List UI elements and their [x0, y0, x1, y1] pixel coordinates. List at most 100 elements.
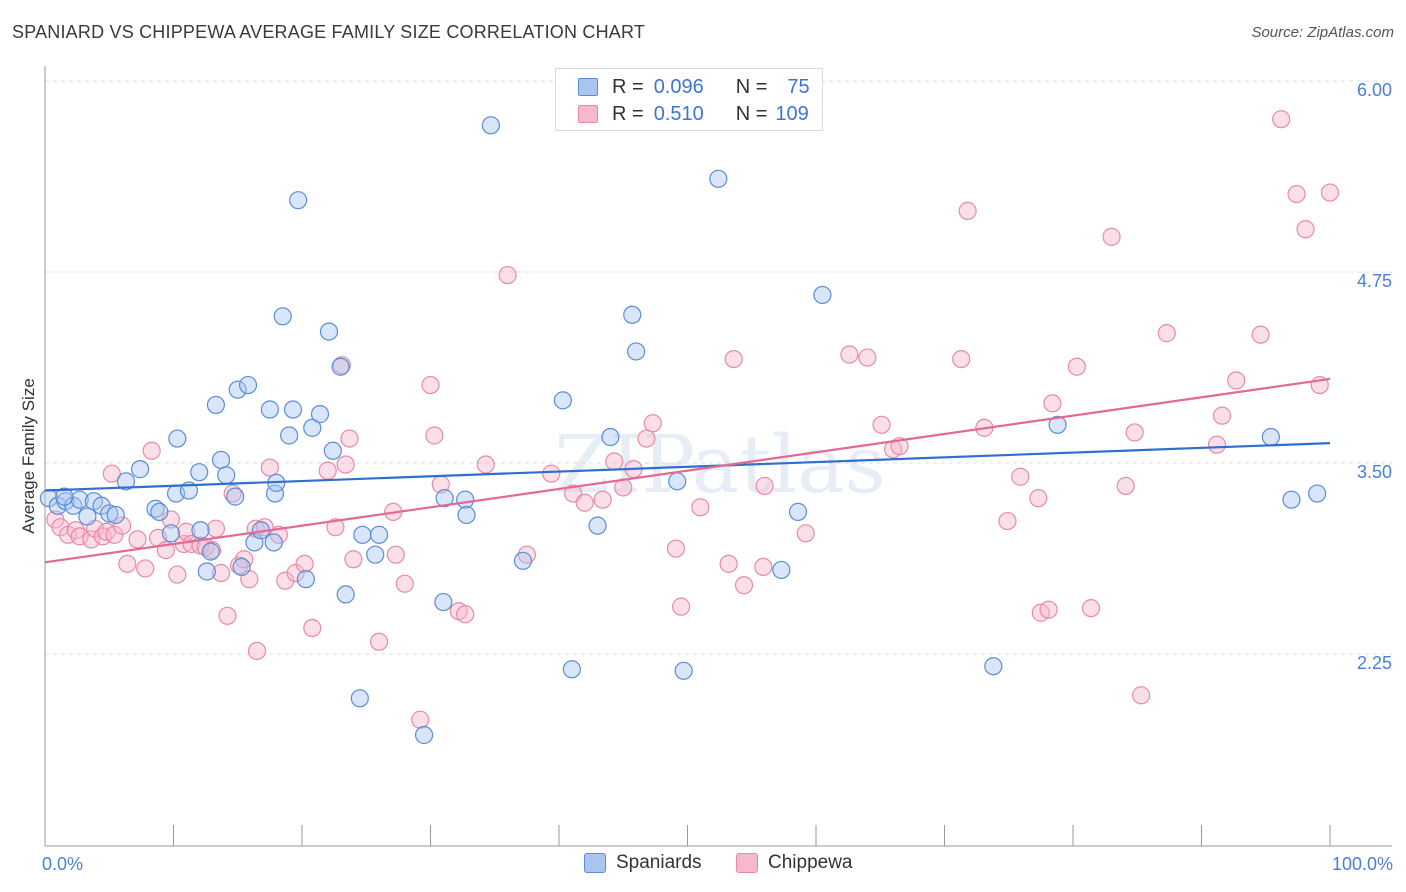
- spaniards-point: [168, 429, 187, 448]
- chippewa-point: [336, 455, 355, 474]
- chippewa-point: [386, 545, 405, 564]
- spaniards-point: [1261, 427, 1280, 447]
- spaniards-point: [562, 660, 581, 679]
- spaniards-point: [626, 342, 646, 361]
- spaniards-point: [350, 689, 369, 708]
- spaniards-point: [414, 725, 434, 745]
- chippewa-point: [1011, 467, 1030, 486]
- grid-lines: [45, 80, 1392, 655]
- spaniards-point: [273, 307, 292, 326]
- chippewa-point: [858, 348, 877, 367]
- chippewa-point: [1081, 599, 1101, 618]
- spaniards-trend-line: [44, 442, 1331, 492]
- spaniards-point: [513, 551, 533, 570]
- chippewa-point: [206, 519, 226, 538]
- chippewa-point: [724, 349, 743, 369]
- chippewa-point: [1251, 325, 1270, 344]
- spaniards-point: [668, 472, 687, 491]
- chippewa-point: [1043, 394, 1062, 413]
- chippewa-point: [344, 550, 363, 569]
- chippewa-point: [128, 530, 147, 549]
- series-legend: Spaniards Chippewa: [0, 852, 1406, 878]
- y-tick-label: 6.00: [1357, 80, 1392, 100]
- chippewa-point: [1116, 476, 1135, 496]
- chippewa-point: [691, 498, 710, 517]
- legend-swatch-blue: [584, 853, 606, 873]
- chippewa-point: [82, 530, 101, 549]
- spaniards-point: [772, 560, 791, 580]
- chippewa-point: [666, 539, 686, 558]
- spaniards-point: [553, 391, 572, 410]
- chippewa-point: [1157, 324, 1176, 343]
- spaniards-point: [191, 521, 210, 540]
- chippewa-point: [643, 414, 662, 433]
- spaniards-point: [674, 661, 693, 680]
- chippewa-point: [952, 349, 971, 369]
- chart-title: SPANIARD VS CHIPPEWA AVERAGE FAMILY SIZE…: [12, 22, 646, 42]
- chippewa-point: [295, 554, 314, 573]
- trend-lines: [44, 377, 1331, 564]
- chippewa-point: [425, 426, 444, 445]
- chippewa-point: [637, 429, 656, 448]
- chippewa-point: [118, 554, 137, 573]
- chippewa-point: [276, 571, 295, 590]
- spaniards-point: [232, 557, 251, 577]
- chippewa-point: [796, 524, 815, 543]
- legend-r-label: R =: [612, 102, 644, 125]
- spaniards-point: [456, 490, 475, 509]
- spaniards-point: [238, 375, 258, 395]
- source-label: Source: ZipAtlas.com: [1251, 24, 1394, 41]
- chippewa-point: [136, 559, 155, 578]
- spaniards-point: [370, 525, 389, 544]
- spaniards-point: [1048, 415, 1067, 434]
- chippewa-point: [542, 464, 561, 483]
- chippewa-point: [755, 476, 774, 496]
- chippewa-point: [411, 710, 430, 729]
- chippewa-point: [142, 441, 161, 460]
- chippewa-point: [671, 597, 691, 616]
- spaniards-point: [280, 426, 299, 445]
- spaniards-point: [190, 463, 209, 482]
- spaniards-point: [150, 502, 169, 521]
- spaniards-point: [260, 400, 279, 419]
- y-tick-label: 3.50: [1357, 462, 1392, 482]
- chippewa-point: [1272, 110, 1291, 129]
- spaniards-point: [813, 285, 832, 305]
- spaniards-point: [310, 405, 330, 424]
- chippewa-point: [1067, 357, 1086, 376]
- spaniards-point: [106, 505, 125, 525]
- chippewa-point: [1287, 184, 1306, 204]
- chippewa-point: [719, 554, 738, 573]
- legend-row-spaniards: R = 0.096 N = 75: [578, 75, 810, 99]
- chippewa-point: [498, 265, 517, 285]
- chippewa-point: [370, 632, 389, 651]
- spaniards-point: [319, 322, 339, 341]
- chippewa-point: [260, 458, 279, 477]
- chippewa-point: [1125, 423, 1144, 442]
- chippewa-point: [112, 516, 132, 535]
- chippewa-point: [958, 201, 977, 220]
- legend-label-chippewa: Chippewa: [768, 852, 853, 873]
- legend-n-label: N =: [735, 102, 768, 125]
- y-tick-label: 2.25: [1357, 653, 1392, 673]
- chippewa-point: [1212, 406, 1232, 425]
- spaniards-point: [55, 487, 74, 506]
- legend-n-label: N =: [735, 75, 768, 98]
- spaniards-point: [116, 472, 136, 491]
- chippewa-point: [1039, 600, 1058, 619]
- legend-label-spaniards: Spaniards: [616, 852, 702, 873]
- legend-r-value: 0.096: [653, 75, 704, 98]
- spaniards-point: [296, 570, 315, 589]
- chippewa-point: [421, 375, 440, 395]
- x-tick-labels: 0.0% 100.0%: [42, 854, 1393, 874]
- legend-item-chippewa: Chippewa: [736, 852, 853, 874]
- chippewa-point: [1227, 371, 1246, 390]
- spaniards-point: [197, 562, 217, 581]
- spaniards-point: [588, 516, 607, 535]
- chippewa-point: [1132, 686, 1151, 705]
- spaniards-point: [201, 542, 220, 561]
- spaniards-point: [1282, 490, 1301, 509]
- spaniards-point: [601, 427, 620, 447]
- chippewa-point: [1320, 183, 1340, 202]
